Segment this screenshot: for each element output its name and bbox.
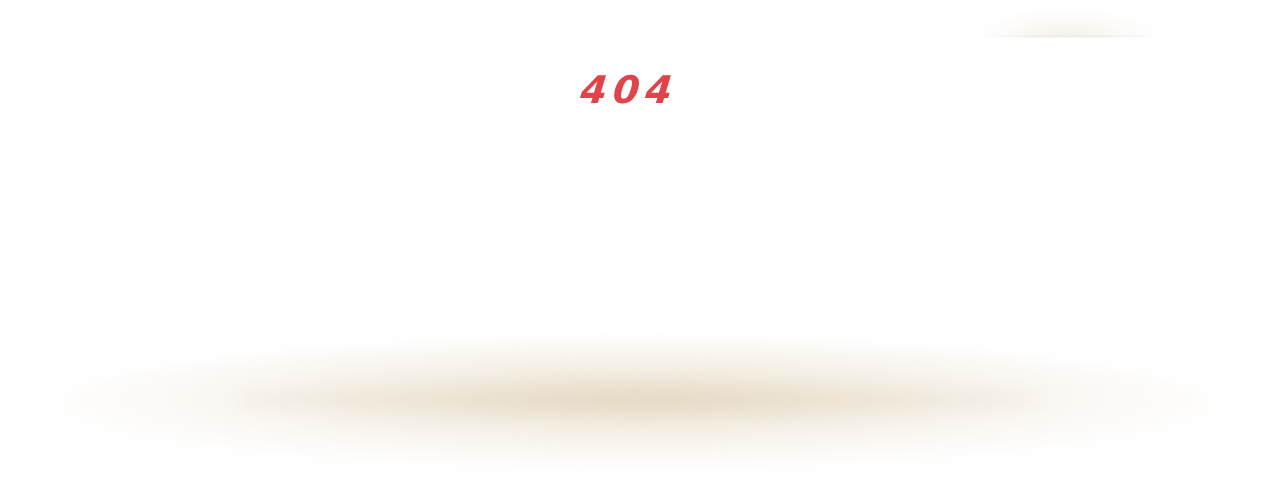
decorative-top-glow [975,8,1160,38]
decorative-top-glow-line [985,35,1155,37]
decorative-floor-shadow-core [230,382,1050,418]
error-code-heading: 404 [578,68,681,112]
